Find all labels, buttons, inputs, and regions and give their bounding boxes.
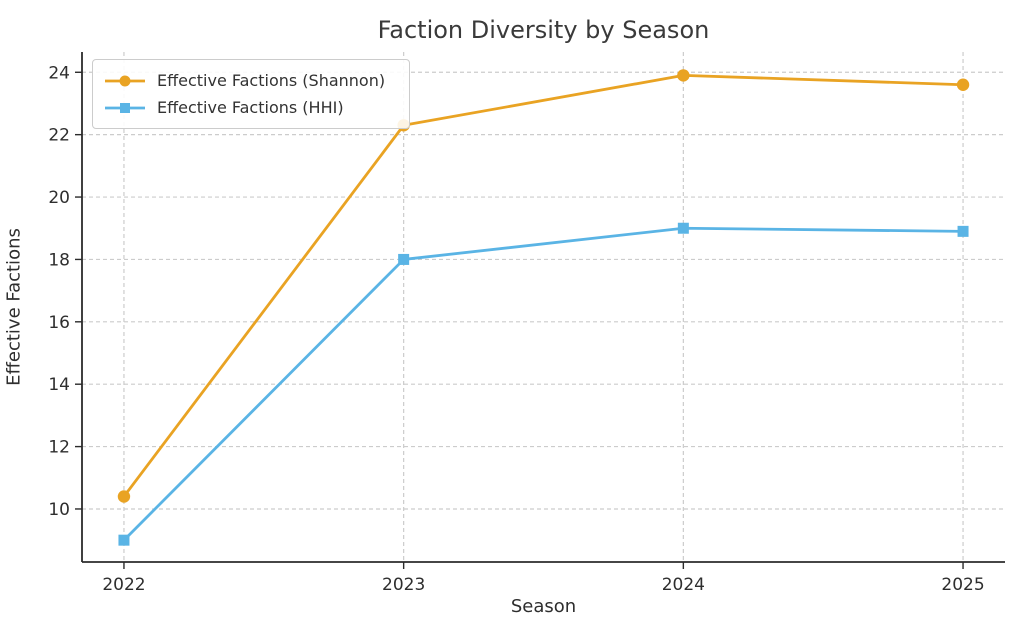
data-point-circle — [956, 78, 970, 91]
data-point-square — [398, 253, 410, 265]
y-tick-label: 14 — [48, 375, 70, 395]
y-tick-label: 12 — [48, 438, 70, 458]
legend-label: Effective Factions (Shannon) — [157, 71, 386, 90]
series-line — [122, 73, 965, 498]
legend-line-circle-marker-icon — [105, 75, 145, 86]
chart-title: Faction Diversity by Season — [377, 16, 710, 44]
y-tick-label: 22 — [48, 126, 70, 146]
legend: Effective Factions (Shannon) Effective Fa… — [92, 59, 410, 129]
legend-item: Effective Factions (HHI) — [103, 94, 399, 121]
series-line — [122, 226, 965, 542]
y-tick-label: 10 — [48, 500, 70, 520]
x-tick-label: 2024 — [662, 575, 705, 595]
data-point-square — [957, 225, 969, 237]
data-point-circle — [117, 490, 131, 503]
y-tick-label: 16 — [48, 313, 70, 333]
data-point-square — [677, 222, 689, 234]
x-tick-label: 2025 — [941, 575, 984, 595]
y-tick-label: 24 — [48, 63, 70, 83]
legend-label: Effective Factions (HHI) — [157, 98, 344, 117]
x-tick-label: 2022 — [102, 575, 145, 595]
legend-line-square-marker-icon — [105, 102, 145, 113]
data-point-square — [118, 534, 130, 546]
data-point-circle — [677, 69, 690, 82]
x-tick-label: 2023 — [382, 575, 425, 595]
y-tick-label: 20 — [48, 188, 70, 208]
x-axis-label: Season — [510, 596, 577, 617]
legend-item: Effective Factions (Shannon) — [103, 67, 399, 94]
y-axis-label: Effective Factions — [3, 228, 25, 386]
y-tick-label: 18 — [48, 250, 70, 270]
